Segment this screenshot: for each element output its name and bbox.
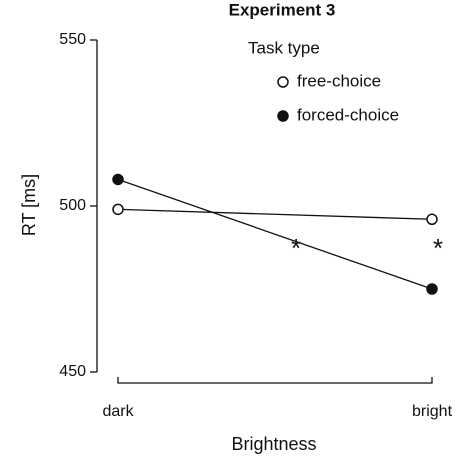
series-line xyxy=(117,208,433,220)
y-tick-label: 550 xyxy=(59,31,86,48)
legend-label: forced-choice xyxy=(297,105,399,124)
data-point xyxy=(112,173,124,186)
y-tick-label: 450 xyxy=(59,363,86,380)
legend-marker xyxy=(277,110,289,122)
legend-title: Task type xyxy=(248,38,320,57)
data-point xyxy=(426,283,438,295)
x-axis-label: Brightness xyxy=(231,434,316,454)
annotation: * xyxy=(291,233,301,263)
legend-marker xyxy=(277,76,289,88)
legend-label: free-choice xyxy=(297,71,381,90)
data-point xyxy=(112,203,124,216)
x-tick-label: bright xyxy=(412,403,453,420)
chart-title: Experiment 3 xyxy=(229,0,336,19)
annotation: * xyxy=(433,233,443,263)
y-tick-label: 500 xyxy=(59,197,86,214)
data-point xyxy=(426,213,438,226)
y-axis-label: RT [ms] xyxy=(19,174,39,236)
x-axis xyxy=(117,377,433,384)
series-line xyxy=(117,178,433,290)
x-tick-label: dark xyxy=(102,403,134,420)
